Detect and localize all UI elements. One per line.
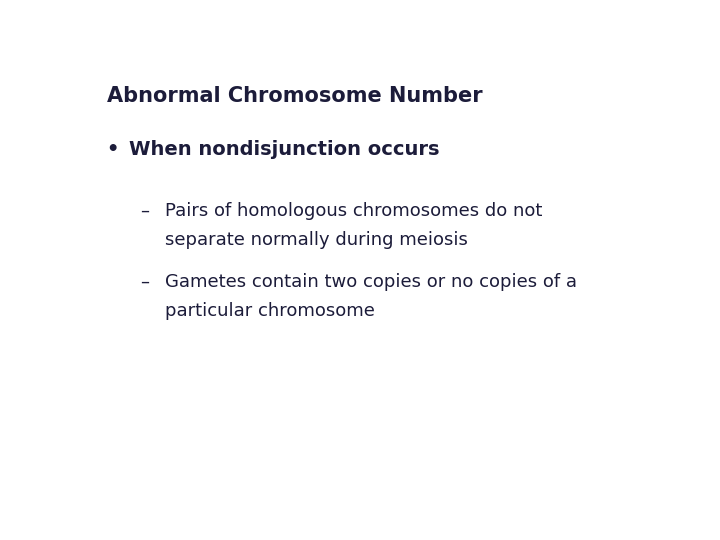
Text: –: – [140, 273, 149, 291]
Text: separate normally during meiosis: separate normally during meiosis [166, 231, 468, 249]
Text: –: – [140, 202, 149, 220]
Text: Pairs of homologous chromosomes do not: Pairs of homologous chromosomes do not [166, 202, 543, 220]
Text: Gametes contain two copies or no copies of a: Gametes contain two copies or no copies … [166, 273, 577, 291]
Text: particular chromosome: particular chromosome [166, 302, 375, 320]
Text: When nondisjunction occurs: When nondisjunction occurs [129, 140, 439, 159]
Text: Abnormal Chromosome Number: Abnormal Chromosome Number [107, 85, 482, 106]
Text: •: • [107, 140, 119, 159]
